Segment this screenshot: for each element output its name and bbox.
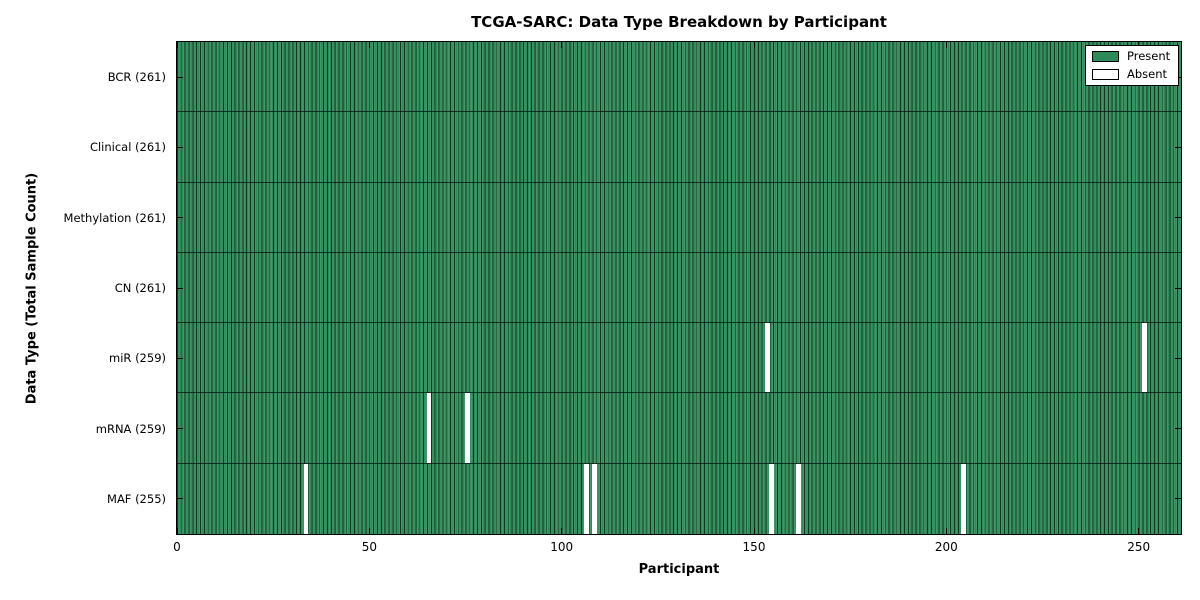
y-tick-left bbox=[177, 146, 183, 148]
y-axis-label: Data Type (Total Sample Count) bbox=[24, 172, 40, 405]
legend-label: Present bbox=[1127, 49, 1171, 63]
absent-bar bbox=[768, 463, 774, 534]
legend-item: Absent bbox=[1092, 68, 1170, 81]
absent-bar bbox=[303, 463, 309, 534]
y-tick-right bbox=[1175, 357, 1181, 359]
y-tick-label: Methylation (261) bbox=[63, 210, 166, 225]
y-tick-left bbox=[177, 76, 183, 78]
y-tick-right bbox=[1175, 287, 1181, 289]
heatmap-row-mir bbox=[177, 323, 1181, 394]
absent-bar bbox=[795, 463, 801, 534]
absent-bar bbox=[465, 393, 470, 463]
y-tick-label: MAF (255) bbox=[107, 491, 166, 506]
absent-bar bbox=[1142, 323, 1147, 393]
y-tick-label: BCR (261) bbox=[107, 70, 166, 85]
y-tick-label: Clinical (261) bbox=[89, 140, 166, 155]
legend-swatch-absent bbox=[1092, 69, 1119, 80]
heatmap-row-maf bbox=[177, 463, 1181, 534]
x-tick-label: 0 bbox=[173, 540, 181, 554]
legend-item: Present bbox=[1092, 50, 1170, 63]
x-tick-top bbox=[561, 42, 563, 48]
chart-title: TCGA-SARC: Data Type Breakdown by Partic… bbox=[471, 13, 887, 31]
y-tick-label: mRNA (259) bbox=[95, 421, 166, 436]
heatmap-row-methylation bbox=[177, 183, 1181, 253]
legend-label: Absent bbox=[1127, 67, 1168, 81]
y-tick-left bbox=[177, 287, 183, 289]
x-tick-top bbox=[176, 42, 178, 48]
absent-bar bbox=[592, 463, 597, 534]
y-tick-left bbox=[177, 498, 183, 500]
legend-swatch-present bbox=[1092, 51, 1119, 62]
absent-bar bbox=[584, 463, 589, 534]
absent-bar bbox=[426, 393, 432, 463]
x-tick-top bbox=[945, 42, 947, 48]
x-tick-label: 250 bbox=[1127, 540, 1151, 554]
y-tick-right bbox=[1175, 217, 1181, 219]
x-tick-label: 200 bbox=[934, 540, 958, 554]
plot-area bbox=[176, 41, 1182, 535]
x-tick-top bbox=[753, 42, 755, 48]
x-tick-bottom bbox=[561, 528, 563, 534]
x-axis-label: Participant bbox=[638, 562, 720, 577]
x-tick-label: 50 bbox=[361, 540, 377, 554]
y-tick-label: CN (261) bbox=[114, 281, 166, 295]
x-tick-label: 100 bbox=[550, 540, 574, 554]
x-tick-bottom bbox=[945, 528, 947, 534]
y-tick-right bbox=[1175, 428, 1181, 430]
y-tick-left bbox=[177, 428, 183, 430]
y-tick-left bbox=[177, 217, 183, 219]
x-tick-label: 150 bbox=[742, 540, 766, 554]
heatmap-row-mrna bbox=[177, 393, 1181, 464]
x-tick-top bbox=[368, 42, 370, 48]
heatmap-row-bcr bbox=[177, 42, 1181, 113]
heatmap-row-clinical bbox=[177, 112, 1181, 183]
legend: Present Absent bbox=[1085, 45, 1180, 86]
x-tick-bottom bbox=[1138, 528, 1140, 534]
heatmap-row-cn bbox=[177, 253, 1181, 324]
absent-bar bbox=[765, 323, 770, 393]
x-tick-bottom bbox=[753, 528, 755, 534]
absent-bar bbox=[961, 463, 966, 534]
x-tick-bottom bbox=[176, 528, 178, 534]
y-tick-label: miR (259) bbox=[109, 351, 166, 366]
x-tick-bottom bbox=[368, 528, 370, 534]
y-tick-right bbox=[1175, 498, 1181, 500]
y-tick-right bbox=[1175, 146, 1181, 148]
y-tick-left bbox=[177, 357, 183, 359]
